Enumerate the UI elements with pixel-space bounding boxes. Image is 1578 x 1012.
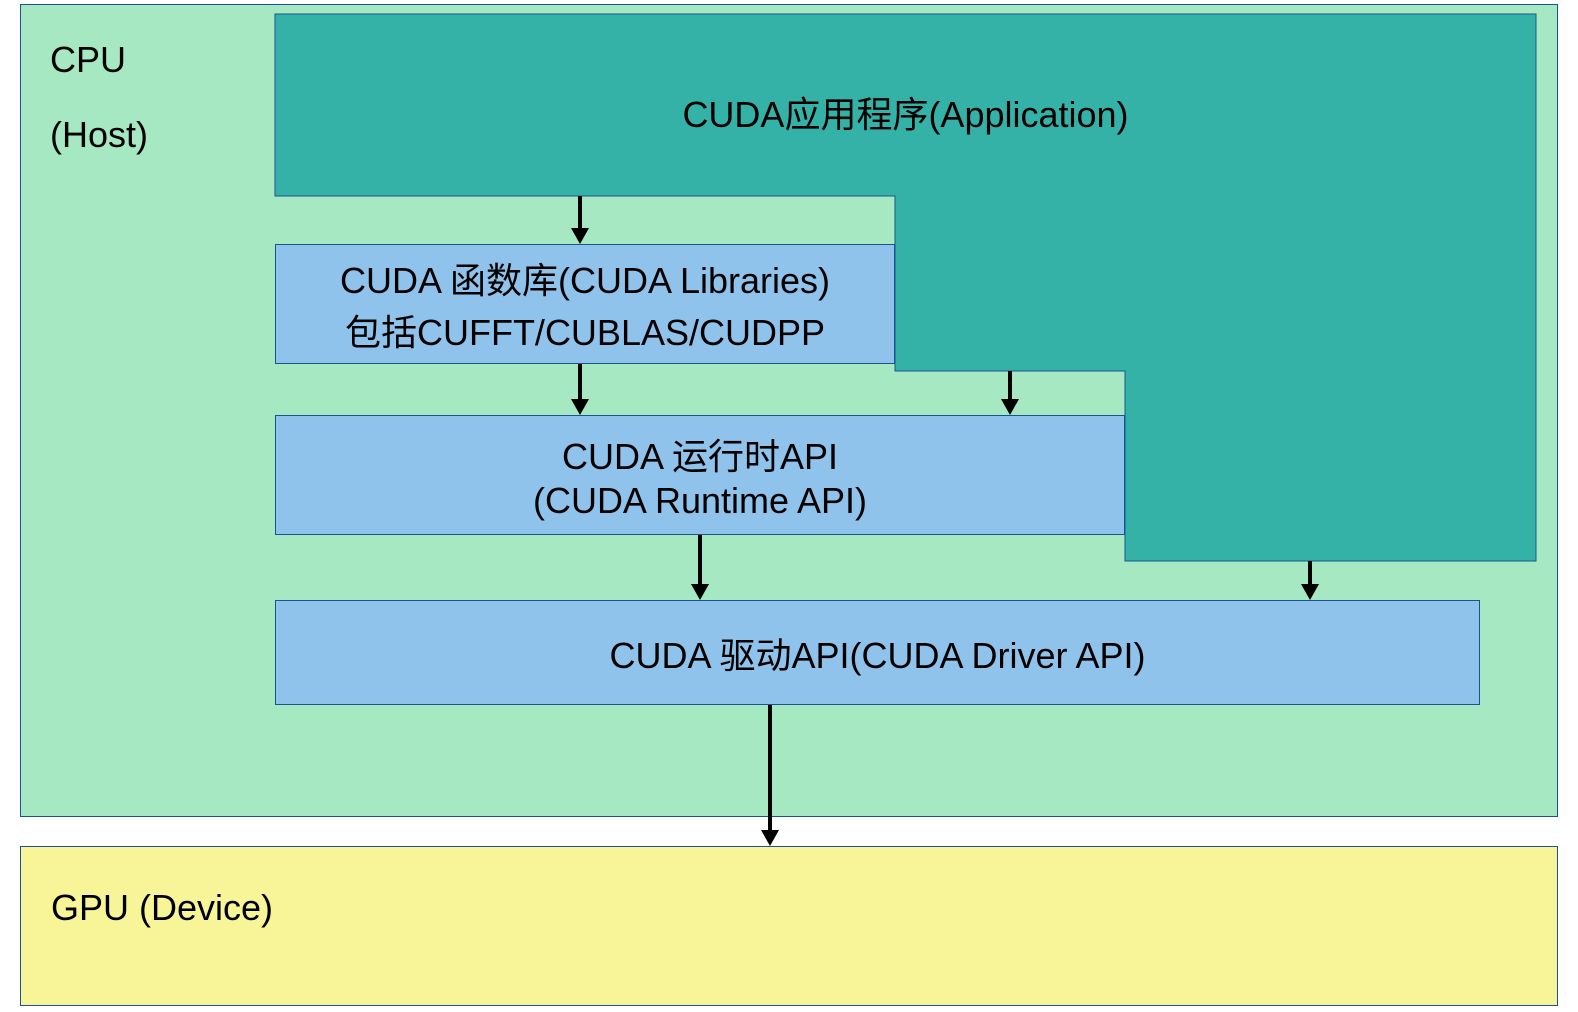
arrow-head-icon: [691, 584, 709, 600]
driver-box: CUDA 驱动API(CUDA Driver API): [275, 600, 1480, 705]
arrow-head-icon: [571, 228, 589, 244]
device-label: GPU (Device): [51, 887, 273, 929]
libraries-box: CUDA 函数库(CUDA Libraries) 包括CUFFT/CUBLAS/…: [275, 244, 895, 364]
arrow-line: [768, 705, 772, 830]
arrow-head-icon: [761, 830, 779, 846]
arrow-line: [1008, 371, 1012, 399]
arrow-head-icon: [1001, 399, 1019, 415]
libraries-line1: CUDA 函数库(CUDA Libraries): [276, 252, 894, 304]
arrow-line: [698, 535, 702, 584]
runtime-line2: (CUDA Runtime API): [276, 480, 1124, 522]
diagram-container: CPU (Host) CUDA应用程序(Application) CUDA 函数…: [20, 0, 1558, 1012]
driver-label: CUDA 驱动API(CUDA Driver API): [276, 627, 1479, 679]
arrow-line: [1308, 561, 1312, 584]
arrow-line: [578, 196, 582, 228]
runtime-box: CUDA 运行时API (CUDA Runtime API): [275, 415, 1125, 535]
arrow-head-icon: [571, 399, 589, 415]
application-label: CUDA应用程序(Application): [275, 86, 1536, 138]
device-box: GPU (Device): [20, 846, 1558, 1006]
arrow-head-icon: [1301, 584, 1319, 600]
libraries-line2: 包括CUFFT/CUBLAS/CUDPP: [276, 304, 894, 356]
runtime-line1: CUDA 运行时API: [276, 428, 1124, 480]
arrow-line: [578, 364, 582, 399]
